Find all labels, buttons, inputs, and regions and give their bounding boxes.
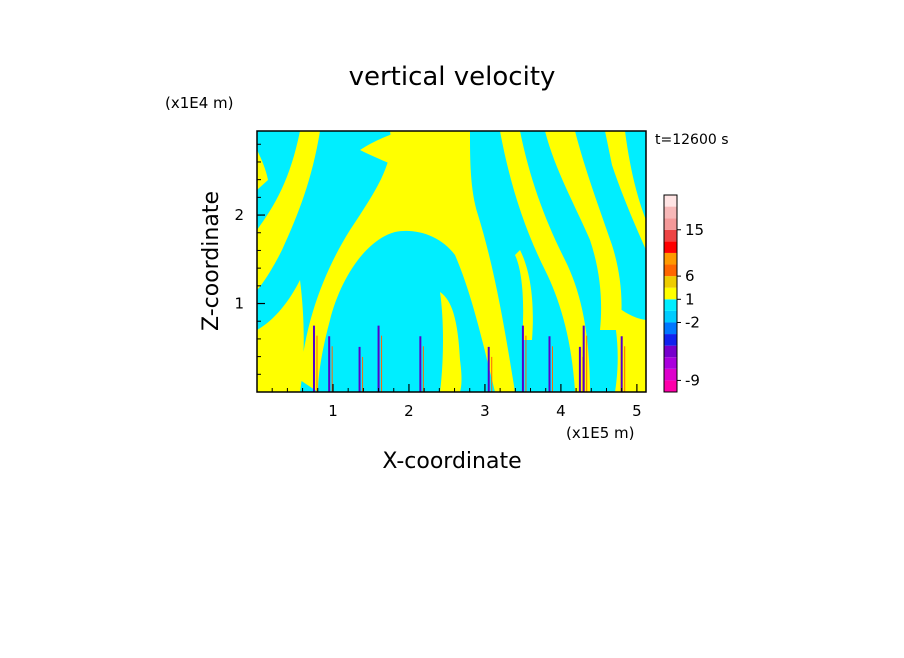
x-tick-label: 2 (404, 402, 414, 420)
y-axis-label: Z-coordinate (199, 191, 224, 331)
colorbar-label: 15 (685, 221, 704, 239)
colorbar-swatch (664, 322, 677, 335)
colorbar-swatch (664, 287, 677, 300)
colorbar-swatch (664, 206, 677, 219)
colorbar-swatch (664, 380, 677, 392)
colorbar-label: 1 (685, 290, 695, 308)
colorbar-swatch (664, 310, 677, 323)
colorbar-label: -9 (685, 371, 700, 389)
x-axis: 1 2 3 4 5 (271, 384, 642, 420)
updraft-region (515, 250, 533, 340)
updraft-region (257, 280, 304, 392)
colorbar-swatch (664, 218, 677, 230)
x-tick-label: 1 (328, 402, 338, 420)
colorbar-swatch (664, 299, 677, 311)
updraft-region (440, 292, 462, 392)
colorbar-swatch (664, 229, 677, 242)
updraft-region (500, 131, 590, 392)
colorbar-swatch (664, 368, 677, 381)
heatmap-field (257, 131, 646, 392)
updraft-region (610, 300, 646, 392)
colorbar: -9 -2 1 6 15 (663, 194, 704, 393)
y-tick-label: 2 (234, 206, 244, 224)
x-tick-label: 3 (480, 402, 490, 420)
colorbar-swatch (664, 357, 677, 369)
updraft-region (300, 131, 515, 392)
colorbar-swatch (664, 252, 677, 265)
x-axis-label: X-coordinate (382, 449, 521, 474)
plot-frame (256, 130, 647, 393)
updraft-regions (257, 131, 646, 392)
y-unit-label: (x1E4 m) (165, 94, 234, 112)
y-tick-label: 1 (234, 295, 244, 313)
updraft-region (360, 131, 455, 175)
x-unit-label: (x1E5 m) (566, 424, 635, 442)
colorbar-label: -2 (685, 313, 700, 331)
updraft-region (605, 131, 646, 250)
updraft-region (545, 131, 622, 330)
colorbar-frame (663, 194, 678, 393)
time-label: t=12600 s (655, 132, 729, 148)
colorbar-label: 6 (685, 267, 695, 285)
colorbar-swatch (664, 264, 677, 277)
colorbar-swatch (664, 195, 677, 207)
y-axis: 12 (234, 143, 265, 375)
small-scale-streaks (312, 325, 626, 392)
colorbar-swatch (664, 334, 677, 346)
colorbar-swatch (664, 276, 677, 288)
updraft-region (257, 131, 320, 290)
colorbar-swatch (664, 345, 677, 358)
x-tick-label: 5 (632, 402, 642, 420)
x-tick-label: 4 (556, 402, 566, 420)
colorbar-swatch (664, 241, 677, 253)
chart-title: vertical velocity (349, 62, 556, 92)
